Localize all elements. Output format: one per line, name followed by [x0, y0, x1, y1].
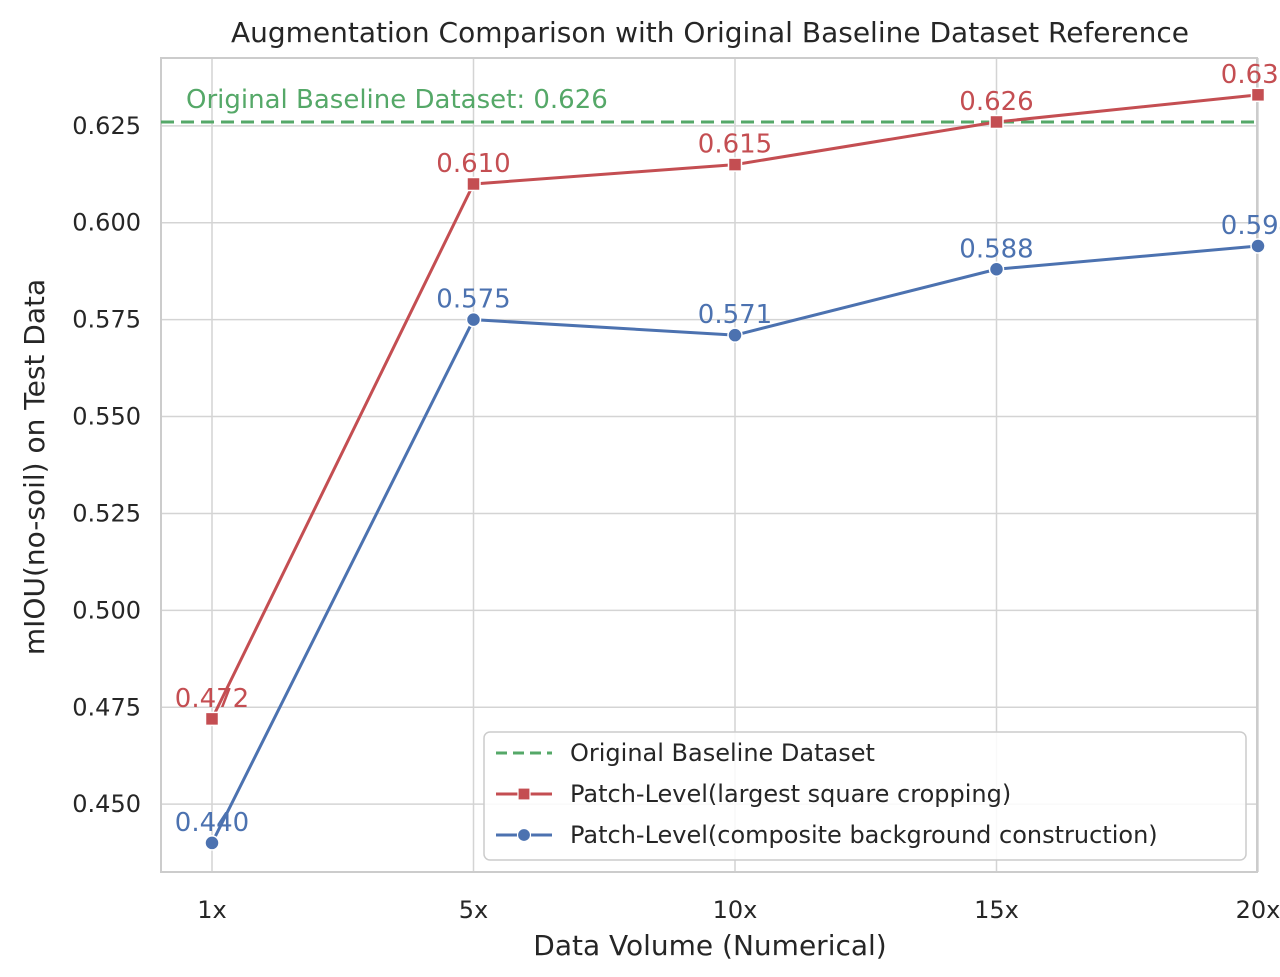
data-label: 0.440 [175, 808, 249, 838]
series-layer: 0.472 0.610 0.615 0.626 0.633 0.440 0.575 0.571… [175, 60, 1280, 851]
data-label: 0.575 [436, 285, 510, 315]
y-tick-label: 0.525 [72, 499, 141, 527]
series-largest-square-cropping: 0.472 0.610 0.615 0.626 0.633 [175, 60, 1280, 727]
x-tick-label: 15x [974, 896, 1019, 924]
data-label: 0.615 [698, 130, 772, 160]
data-label: 0.571 [698, 300, 772, 330]
series-composite-background: 0.440 0.575 0.571 0.588 0.594 [175, 211, 1280, 851]
y-tick-label: 0.475 [72, 693, 141, 721]
data-label: 0.594 [1221, 211, 1280, 241]
y-tick-label: 0.575 [72, 306, 141, 334]
baseline-annotation: Original Baseline Dataset: 0.626 [186, 85, 608, 115]
legend-item-baseline: Original Baseline Dataset [496, 739, 875, 767]
x-tick-labels: 1x 5x 10x 15x 20x [197, 896, 1280, 924]
y-tick-labels: 0.450 0.475 0.500 0.525 0.550 0.575 0.600 0.625 [72, 112, 141, 818]
data-point [988, 261, 1005, 278]
legend-label: Patch-Level(largest square cropping) [570, 780, 1011, 808]
data-point [465, 311, 482, 328]
data-point [1250, 238, 1266, 254]
y-tick-label: 0.600 [72, 209, 141, 237]
data-label: 0.588 [959, 234, 1033, 264]
y-tick-label: 0.550 [72, 403, 141, 431]
y-tick-label: 0.500 [72, 596, 141, 624]
data-point [727, 157, 743, 172]
data-label: 0.626 [959, 87, 1033, 117]
legend-marker [517, 787, 531, 801]
legend-box [483, 731, 1247, 861]
y-tick-label: 0.450 [72, 790, 141, 818]
y-tick-label: 0.625 [72, 112, 141, 140]
legend-label: Original Baseline Dataset [570, 739, 875, 767]
data-point [204, 835, 220, 851]
data-point [204, 711, 220, 727]
legend-marker [516, 827, 532, 843]
data-point [466, 176, 481, 192]
legend-item-largest-square-cropping: Patch-Level(largest square cropping) [496, 780, 1011, 808]
legend: Original Baseline Dataset Patch-Level(lar… [483, 731, 1247, 861]
chart-title: Augmentation Comparison with Original Ba… [231, 16, 1189, 49]
data-label: 0.633 [1221, 60, 1280, 90]
x-tick-label: 1x [197, 896, 226, 924]
x-tick-label: 10x [713, 896, 758, 924]
data-point [727, 327, 743, 343]
data-label: 0.472 [175, 684, 249, 714]
data-label: 0.610 [436, 149, 510, 179]
y-axis-label: mIOU(no-soil) on Test Data [18, 279, 51, 655]
plot-frame [160, 57, 1258, 873]
baseline-layer: Original Baseline Dataset: 0.626 [161, 85, 1257, 124]
legend-label: Patch-Level(composite background constru… [570, 821, 1158, 849]
x-tick-label: 20x [1236, 896, 1280, 924]
data-point [1250, 87, 1266, 103]
data-point [989, 114, 1004, 130]
x-axis-label: Data Volume (Numerical) [533, 929, 886, 962]
x-tick-label: 5x [459, 896, 488, 924]
legend-item-composite-background: Patch-Level(composite background constru… [496, 821, 1158, 849]
